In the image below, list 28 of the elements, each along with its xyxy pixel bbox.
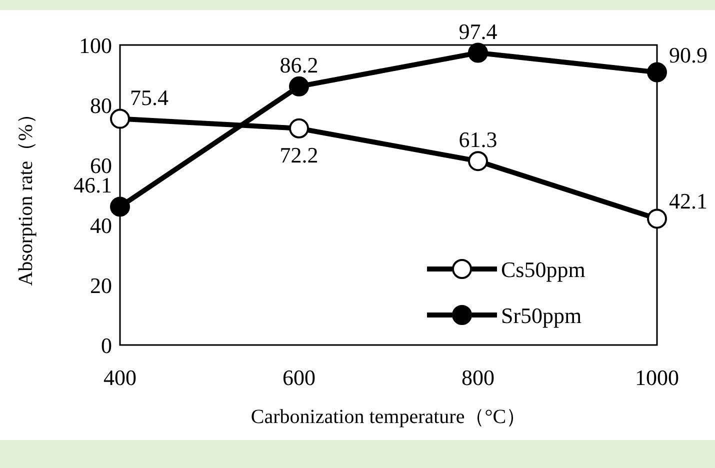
x-axis-title: Carbonization temperature（°C） — [250, 406, 526, 428]
x-tick-label: 1000 — [635, 365, 679, 390]
data-label: 72.2 — [280, 142, 318, 168]
point — [468, 42, 488, 63]
point — [647, 62, 667, 82]
point — [647, 208, 667, 229]
data-label: 90.9 — [669, 42, 708, 68]
x-tick-label: 400 — [104, 365, 136, 390]
y-tick-label: 100 — [79, 33, 112, 58]
point — [289, 118, 309, 138]
x-tick-label: 600 — [282, 365, 316, 390]
y-axis-title: Absorption rate（%） — [15, 104, 37, 286]
point — [468, 151, 488, 172]
x-tick-label: 800 — [462, 365, 494, 390]
legend-label: Sr50ppm — [501, 303, 582, 328]
point — [289, 76, 309, 96]
data-label: 86.2 — [280, 52, 318, 78]
legend-label: Cs50ppm — [501, 257, 586, 282]
y-tick-label: 80 — [90, 93, 112, 118]
data-label: 75.4 — [130, 84, 168, 110]
point — [110, 196, 130, 217]
point — [110, 108, 130, 129]
y-tick-label: 40 — [90, 213, 112, 238]
y-tick-label: 20 — [90, 273, 112, 298]
data-label: 42.1 — [669, 188, 708, 214]
y-tick-label: 0 — [101, 333, 112, 358]
data-label: 61.3 — [458, 127, 498, 152]
data-label: 97.4 — [458, 18, 498, 44]
